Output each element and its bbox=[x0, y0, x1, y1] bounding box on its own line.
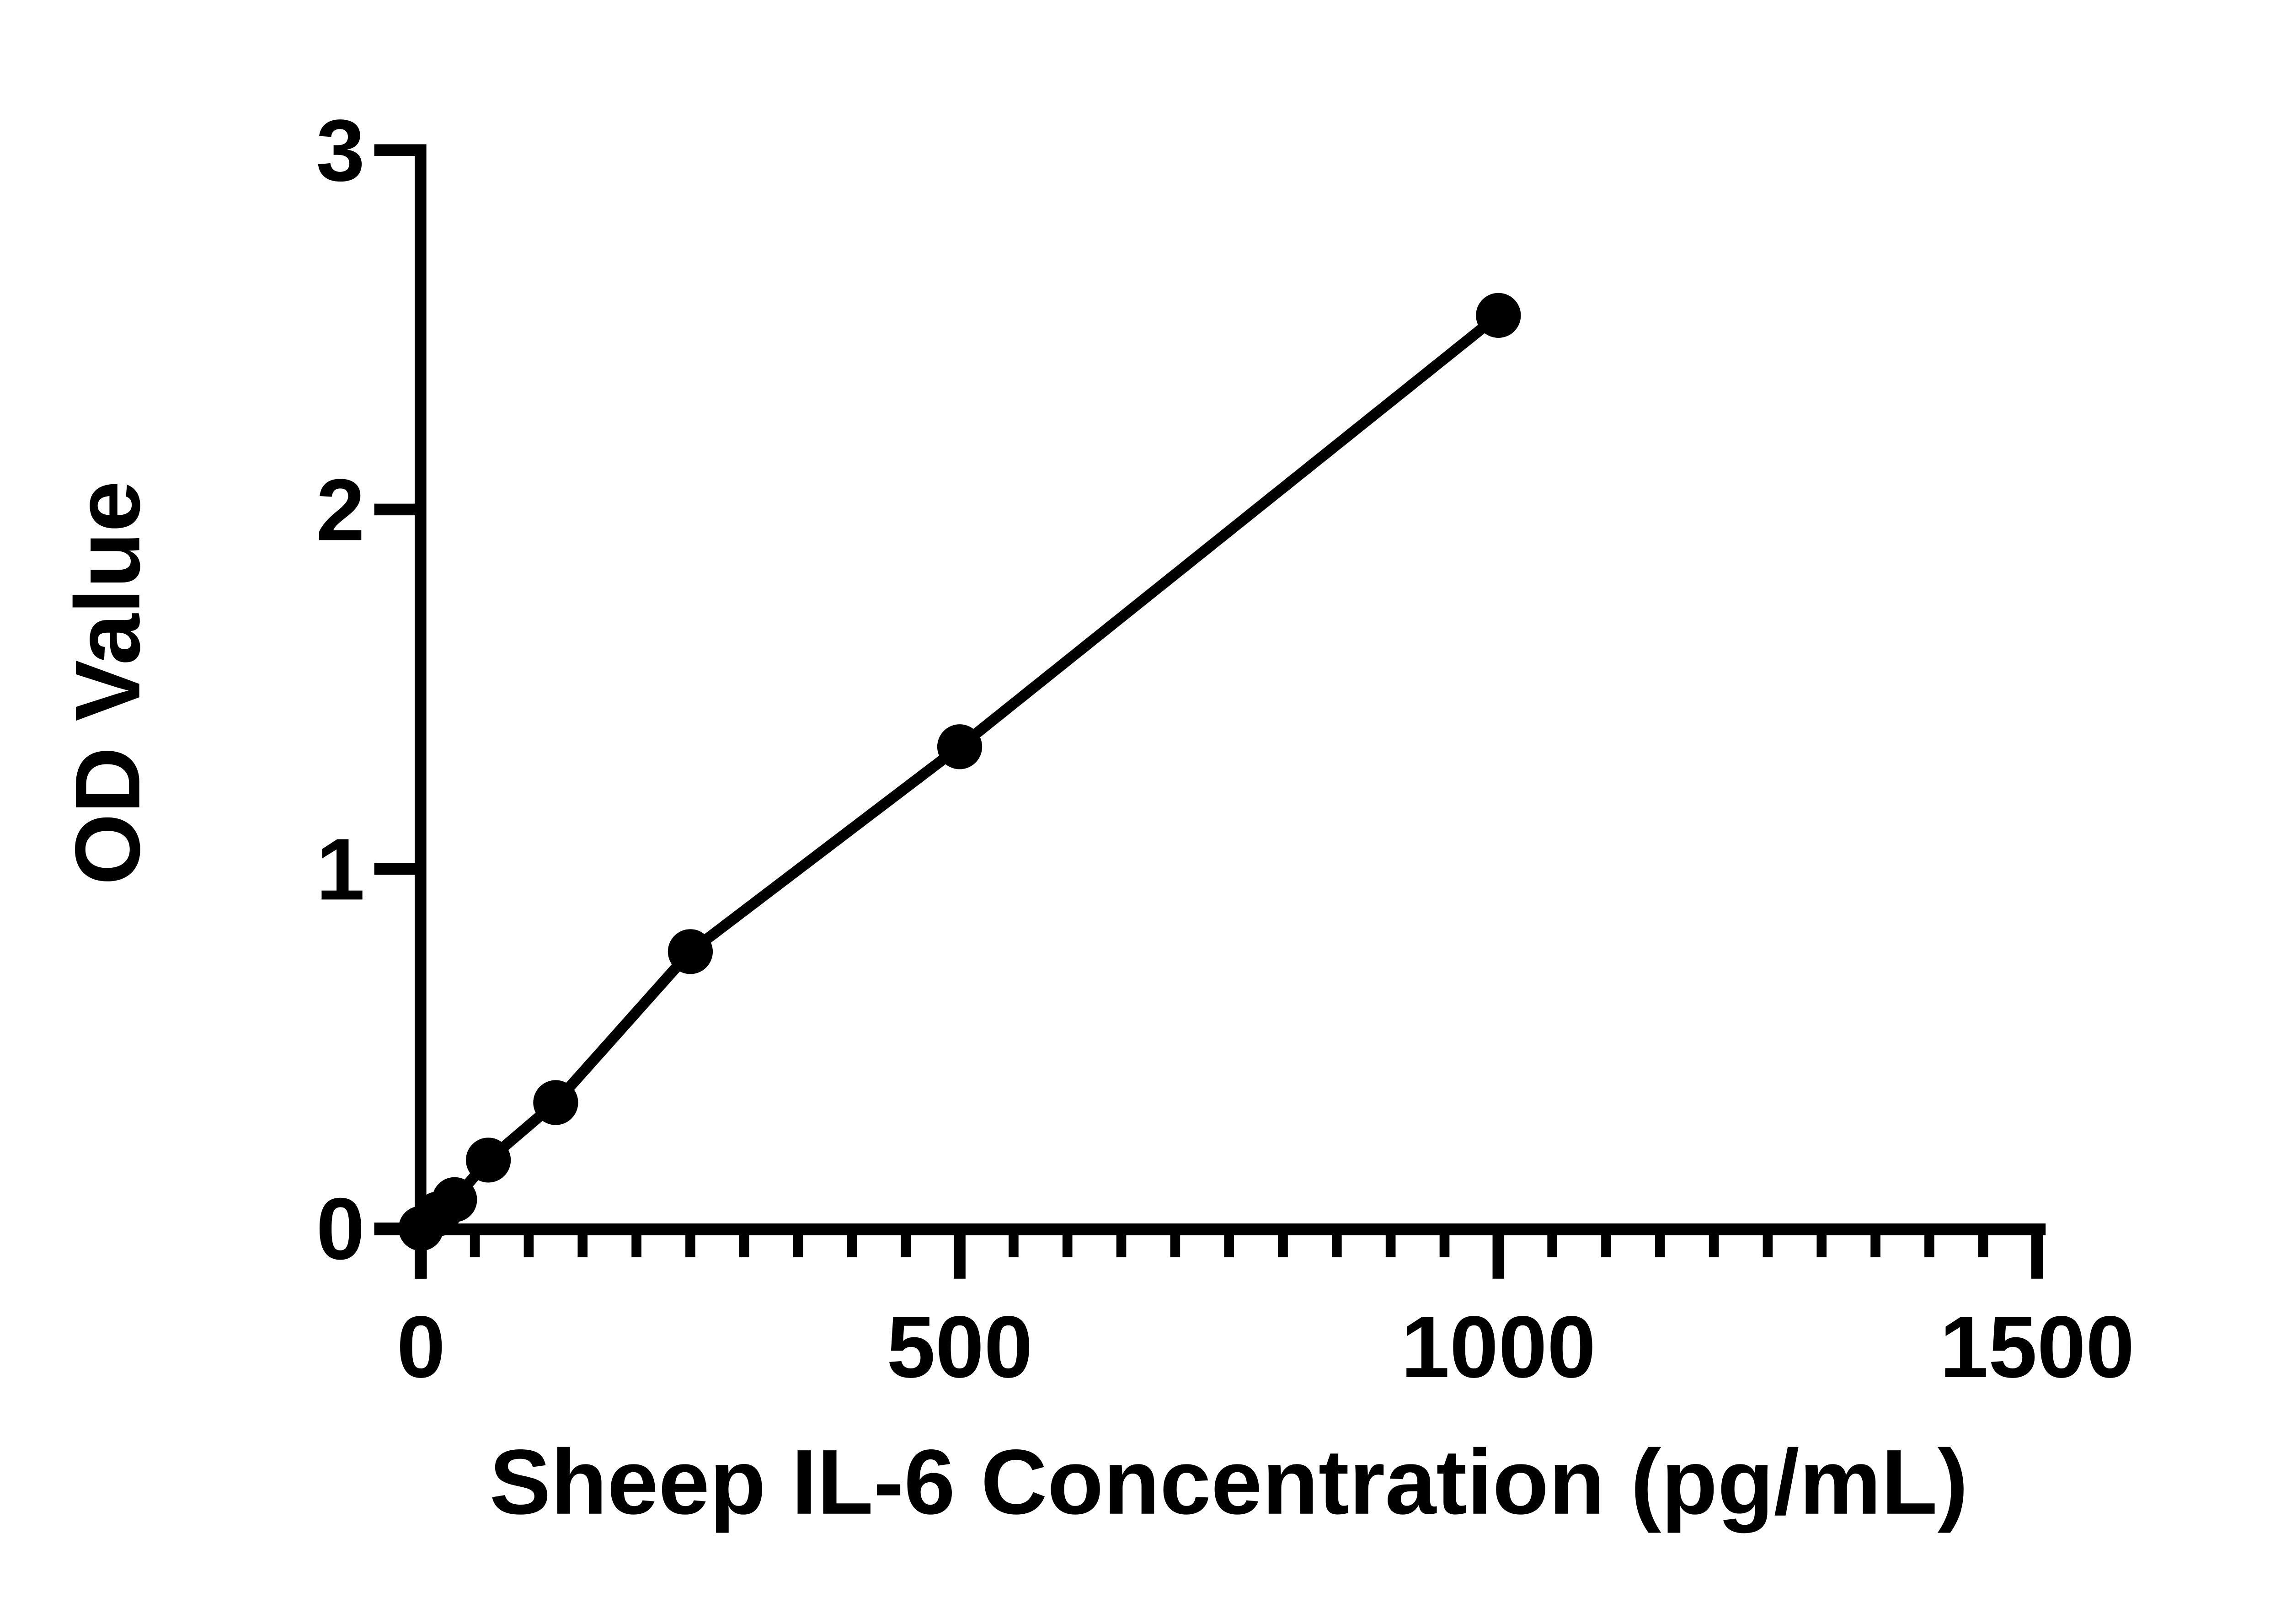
y-axis-tick-label: 0 bbox=[316, 1180, 365, 1278]
x-axis-tick-label: 1500 bbox=[1939, 1298, 2134, 1396]
x-axis-title: Sheep IL-6 Concentration (pg/mL) bbox=[490, 1431, 1968, 1533]
data-point bbox=[668, 929, 713, 974]
data-point bbox=[465, 1138, 511, 1183]
y-axis-tick-label: 3 bbox=[316, 102, 365, 199]
x-axis-tick-label: 500 bbox=[887, 1298, 1033, 1396]
axes: 0 1 2 3 0 500 1000 1500 bbox=[316, 102, 2134, 1396]
y-axis-title: OD Value bbox=[56, 481, 159, 885]
y-axis-tick-label: 1 bbox=[316, 820, 365, 918]
data-point bbox=[937, 724, 983, 769]
data-point bbox=[432, 1177, 477, 1222]
data-point bbox=[533, 1080, 578, 1125]
x-axis-tick-label: 1000 bbox=[1401, 1298, 1596, 1396]
standard-curve-line bbox=[416, 310, 1504, 1234]
y-axis-tick-label: 2 bbox=[316, 461, 365, 559]
x-axis-tick-label: 0 bbox=[397, 1298, 446, 1396]
data-point bbox=[1476, 293, 1521, 338]
data-series bbox=[398, 293, 1521, 1251]
